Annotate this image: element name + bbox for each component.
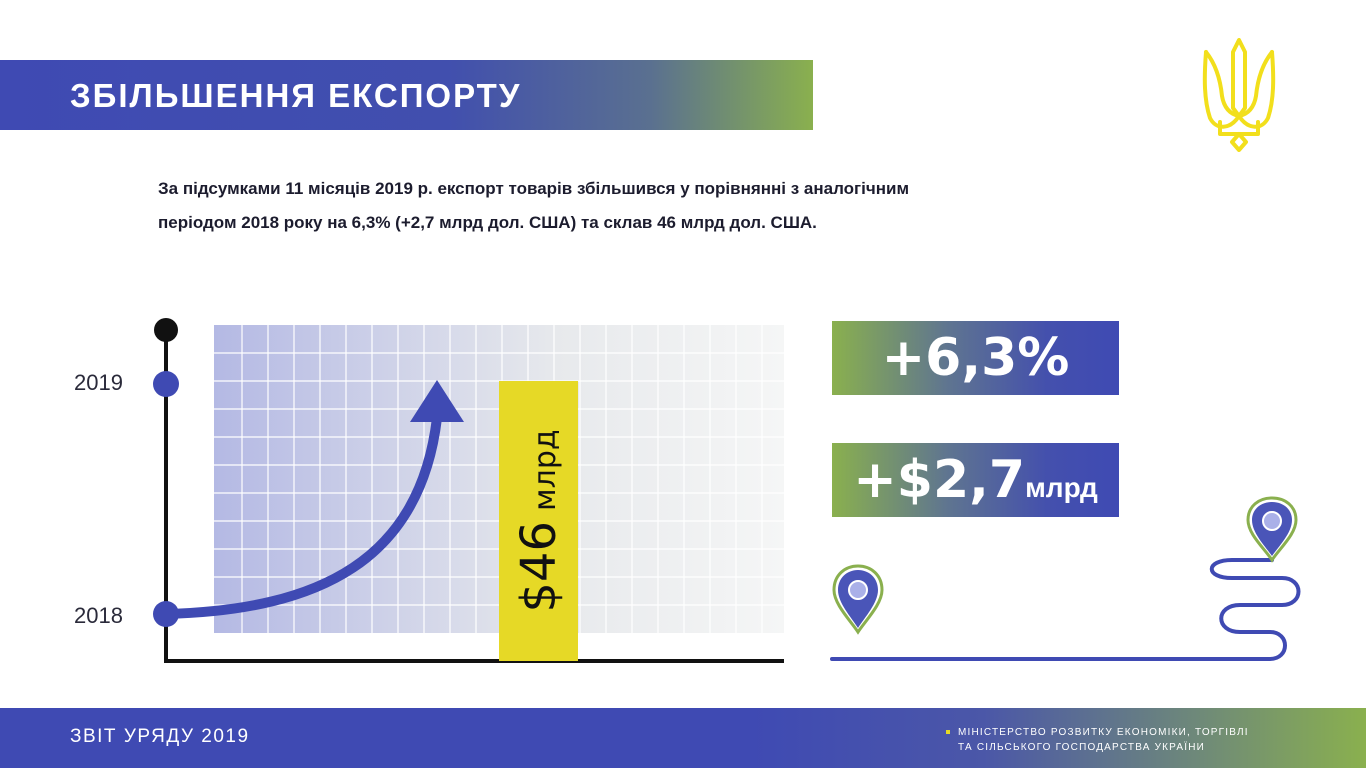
- stat-percent: +6,3%: [881, 328, 1070, 388]
- trident-icon: [1202, 38, 1276, 152]
- growth-curve: [161, 413, 442, 619]
- title-band: ЗБІЛЬШЕННЯ ЕКСПОРТУ: [0, 60, 813, 130]
- year-2019-dot: [153, 371, 179, 397]
- arrow-head-icon: [410, 380, 464, 422]
- stat-percent-box: +6,3%: [832, 321, 1119, 395]
- year-2018-dot: [153, 601, 179, 627]
- stat-amount-box: +$2,7млрд: [832, 443, 1119, 517]
- axis-top-dot: [154, 318, 178, 342]
- page-title: ЗБІЛЬШЕННЯ ЕКСПОРТУ: [70, 77, 522, 114]
- intro-line-2: періодом 2018 року на 6,3% (+2,7 млрд до…: [158, 213, 817, 232]
- intro-line-1: За підсумками 11 місяців 2019 р. експорт…: [158, 179, 910, 198]
- value-bar: [499, 381, 578, 661]
- footer-bullet-icon: [946, 730, 950, 734]
- stat-amount: +$2,7: [853, 450, 1026, 510]
- location-pin-icon: [832, 564, 884, 635]
- ministry-line-1: МІНІСТЕРСТВО РОЗВИТКУ ЕКОНОМІКИ, ТОРГІВЛ…: [958, 727, 1249, 738]
- footer-band: ЗВІТ УРЯДУ 2019 МІНІСТЕРСТВО РОЗВИТКУ ЕК…: [0, 708, 1366, 768]
- footer-ministry: МІНІСТЕРСТВО РОЗВИТКУ ЕКОНОМІКИ, ТОРГІВЛ…: [946, 725, 1249, 755]
- intro-paragraph: За підсумками 11 місяців 2019 р. експорт…: [158, 172, 1118, 240]
- ministry-line-2: ТА СІЛЬСЬКОГО ГОСПОДАРСТВА УКРАЇНИ: [958, 742, 1206, 753]
- year-label-2019: 2019: [74, 370, 123, 395]
- stat-amount-unit: млрд: [1025, 472, 1098, 503]
- route-line: [830, 558, 1301, 661]
- footer-report-title: ЗВІТ УРЯДУ 2019: [70, 726, 250, 747]
- year-label-2018: 2018: [74, 603, 123, 628]
- destination-pin-icon: [1246, 496, 1298, 563]
- route-illustration: [830, 496, 1301, 661]
